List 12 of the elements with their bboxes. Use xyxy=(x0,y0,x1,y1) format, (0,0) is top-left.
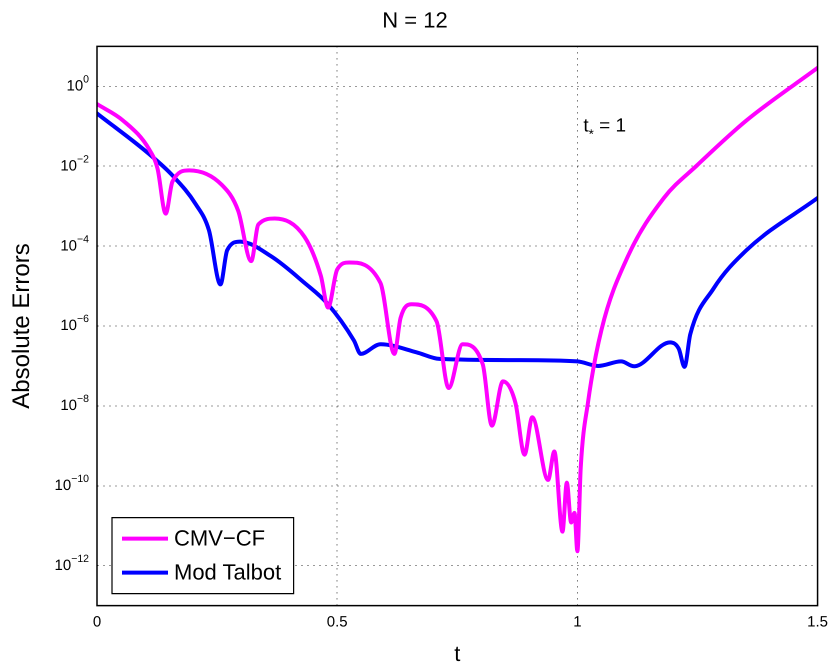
y-axis-title: Absolute Errors xyxy=(8,243,36,409)
x-axis-title: t xyxy=(454,640,460,666)
x-tick-label: 0.5 xyxy=(326,614,348,631)
line-series xyxy=(97,66,818,554)
x-tick-label: 1.5 xyxy=(807,614,828,631)
chart-title: N = 12 xyxy=(382,7,448,32)
legend-label: Mod Talbot xyxy=(174,560,282,585)
line-series xyxy=(97,111,818,369)
x-tick-label: 1 xyxy=(573,614,582,631)
legend-label: CMV−CF xyxy=(174,526,266,551)
x-tick-label: 0 xyxy=(92,614,102,631)
annotation: t* = 1 xyxy=(583,116,626,142)
